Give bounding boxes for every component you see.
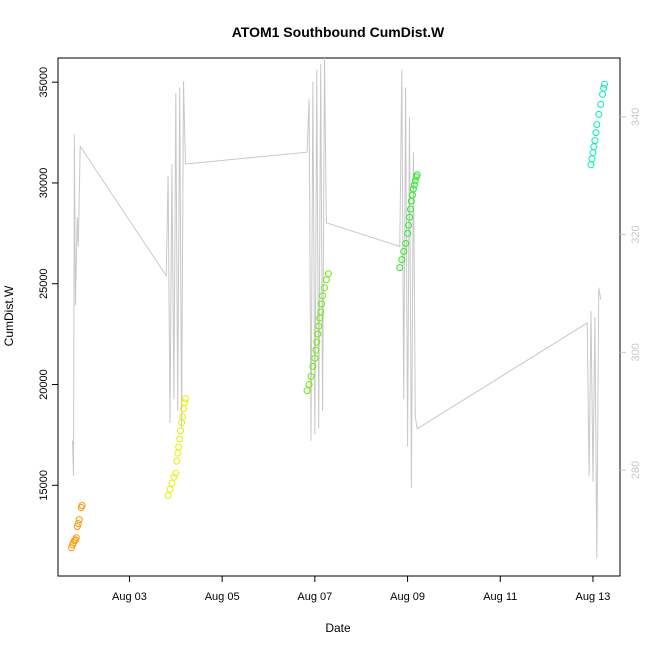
data-point	[396, 264, 404, 272]
data-point	[597, 100, 605, 108]
data-point	[409, 185, 417, 193]
data-point	[72, 534, 80, 542]
x-tick-label: Aug 09	[390, 591, 425, 603]
data-point	[407, 205, 414, 213]
data-point	[74, 520, 82, 528]
x-tick-label: Aug 13	[576, 591, 611, 603]
right-axis-line-layer	[72, 57, 602, 559]
data-point	[406, 213, 413, 221]
y-right-tick-label: 300	[630, 343, 642, 361]
data-point	[175, 443, 183, 451]
data-point	[413, 171, 421, 179]
data-point	[170, 473, 178, 481]
data-point	[78, 502, 86, 509]
x-tick-label: Aug 03	[112, 591, 147, 603]
data-point	[410, 181, 418, 189]
x-axis-label: Date	[325, 621, 351, 635]
data-point	[591, 137, 599, 145]
chart-title: ATOM1 Southbound CumDist.W	[232, 24, 445, 40]
data-point	[404, 229, 412, 237]
data-point	[173, 457, 181, 465]
data-point	[317, 308, 325, 316]
data-point	[402, 239, 410, 247]
y-axis-right: 280 300 320 340	[620, 108, 642, 479]
data-point	[303, 387, 311, 395]
y-right-tick-label: 340	[630, 108, 642, 126]
data-point	[595, 110, 603, 118]
data-point	[177, 427, 185, 435]
data-point	[318, 300, 326, 308]
y-tick-label: 20000	[38, 369, 50, 400]
data-point	[181, 399, 188, 407]
y-right-tick-label: 320	[630, 225, 642, 243]
plot-frame	[57, 57, 621, 577]
x-axis: Aug 03 Aug 05 Aug 07 Aug 09 Aug 11 Aug 13	[112, 576, 610, 603]
y-tick-label: 30000	[38, 168, 50, 199]
data-point	[164, 491, 172, 499]
data-point	[172, 469, 180, 477]
data-point	[587, 161, 595, 169]
data-point	[322, 276, 330, 284]
data-point	[179, 413, 187, 421]
x-tick-label: Aug 07	[297, 591, 332, 603]
data-point	[590, 143, 598, 151]
data-point	[314, 330, 322, 338]
data-point	[592, 129, 600, 137]
data-point	[411, 177, 419, 185]
data-point	[307, 373, 315, 380]
data-point	[174, 449, 182, 457]
data-point	[599, 90, 607, 98]
data-point	[324, 270, 332, 278]
y-axis-left: 15000 20000 25000 30000 35000	[38, 67, 58, 501]
data-point	[168, 479, 176, 487]
data-point	[313, 338, 321, 346]
y-tick-label: 35000	[38, 67, 50, 98]
x-tick-label: Aug 05	[205, 591, 240, 603]
data-point	[398, 256, 406, 264]
data-point	[321, 284, 328, 292]
data-point	[305, 381, 313, 388]
data-point	[176, 435, 184, 443]
data-point	[400, 248, 408, 255]
data-point	[588, 155, 596, 163]
data-point	[311, 354, 319, 362]
data-point	[309, 362, 317, 370]
data-point	[593, 121, 601, 128]
points-layer	[68, 80, 608, 552]
x-tick-label: Aug 11	[483, 591, 517, 603]
data-point	[589, 149, 597, 157]
data-point	[600, 84, 608, 92]
data-point	[601, 80, 608, 88]
data-point	[166, 485, 174, 493]
data-point	[73, 523, 81, 531]
data-point	[315, 322, 323, 330]
data-point	[319, 292, 327, 300]
y-tick-label: 25000	[38, 268, 50, 299]
data-point	[75, 516, 83, 524]
right-axis-line-series	[72, 57, 602, 559]
data-point	[312, 346, 320, 354]
data-point	[405, 221, 412, 229]
y-tick-label: 15000	[38, 470, 50, 501]
data-point	[182, 395, 189, 403]
y-right-tick-label: 280	[630, 461, 642, 479]
y-axis-label: CumDist.W	[2, 285, 16, 346]
